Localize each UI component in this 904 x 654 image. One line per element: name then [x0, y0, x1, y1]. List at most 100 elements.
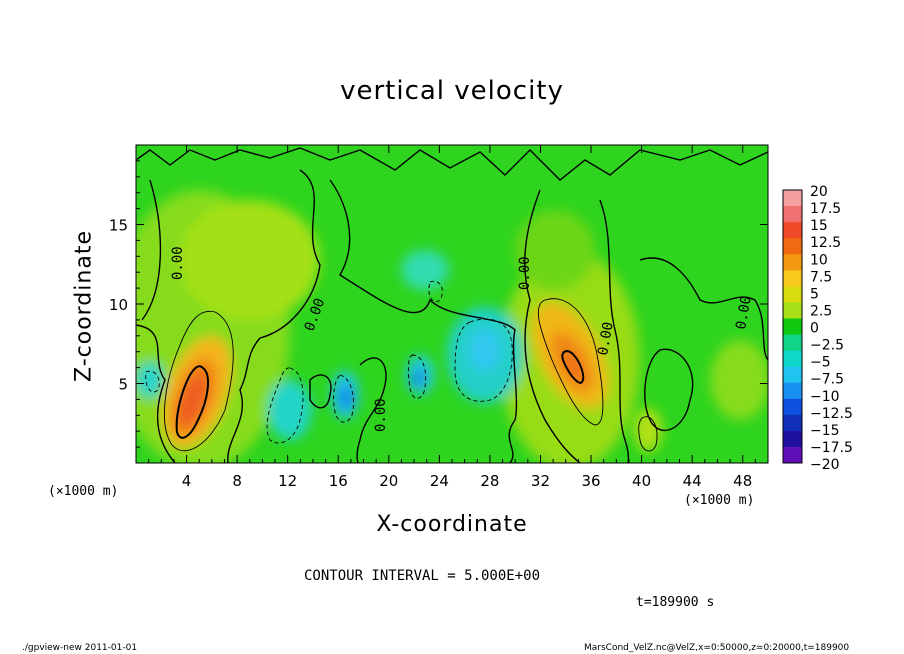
- contour-zero-e: [599, 199, 630, 463]
- contour-neg-e: [428, 280, 443, 302]
- contour-zero-c: [329, 179, 518, 463]
- contour-neg-c: [454, 318, 513, 402]
- colorbar-swatch: [783, 414, 802, 432]
- contour-neg-b: [333, 374, 354, 423]
- x-tick-label: 44: [683, 472, 702, 490]
- colorbar-swatch: [783, 366, 802, 384]
- warm-upper-left: [180, 200, 320, 320]
- colorbar-swatch: [783, 318, 802, 336]
- colorbar-swatch: [783, 350, 802, 368]
- cool-region-a: [268, 380, 312, 440]
- contour-zero-h: [309, 374, 332, 409]
- x-tick-label: 32: [531, 472, 550, 490]
- colorbar-label: 15: [810, 218, 828, 234]
- downdraft-core-a: [339, 386, 353, 410]
- x-tick-label: 20: [379, 472, 398, 490]
- chart-title: vertical velocity: [340, 76, 564, 106]
- colorbar-swatch: [783, 238, 802, 255]
- warm-right-top: [515, 210, 595, 290]
- updraft-left-core: [179, 375, 205, 425]
- contour-five-small: [638, 416, 658, 452]
- colorbar-swatch: [783, 446, 802, 464]
- contour-zero-top: [136, 147, 768, 181]
- contour-five-left: [163, 310, 234, 452]
- contour-zero-f: [639, 257, 768, 361]
- colorbar-label: −7.5: [810, 372, 844, 388]
- colorbar-label: −20: [810, 457, 840, 473]
- x-unit-label: (×1000 m): [684, 493, 755, 508]
- contour-label: 0.00: [517, 256, 533, 290]
- colorbar-swatch: [783, 206, 802, 223]
- colorbar-label: 0: [810, 321, 819, 337]
- color-blobs: [136, 190, 768, 463]
- colorbar-swatch: [783, 302, 802, 319]
- contour-label: 0.00: [595, 321, 617, 357]
- contour-zero-i: [644, 348, 694, 432]
- y-tick-label: 5: [118, 376, 128, 394]
- colorbar-swatch: [783, 270, 802, 287]
- x-tick-label: 4: [182, 472, 192, 490]
- x-axis-label: X-coordinate: [376, 512, 528, 537]
- contour-ten-left: [175, 365, 210, 439]
- updraft-right-core: [563, 350, 583, 380]
- x-tick-label: 36: [581, 472, 600, 490]
- x-tick-label: 16: [329, 472, 348, 490]
- colorbar-label: −17.5: [810, 440, 853, 456]
- colorbar-label: −5: [810, 355, 831, 371]
- x-tick-label: 8: [232, 472, 242, 490]
- colorbar-swatch: [783, 430, 802, 448]
- contour-zero-a: [136, 179, 176, 463]
- x-tick-label: 28: [480, 472, 499, 490]
- contour-neg-f: [145, 370, 160, 393]
- colorbar-swatch: [783, 286, 802, 303]
- colorbar-label: −10: [810, 389, 840, 405]
- x-tick-label: 24: [430, 472, 449, 490]
- colorbar-swatch: [783, 382, 802, 400]
- x-tick-label: 40: [632, 472, 651, 490]
- colorbar-swatch: [783, 190, 802, 207]
- y-axis-label: Z-coordinate: [71, 230, 97, 382]
- warm-right-edge: [710, 340, 768, 420]
- y-unit-label: (×1000 m): [48, 484, 119, 499]
- colorbar-label: 2.5: [810, 303, 832, 319]
- heatmap-field: [136, 145, 768, 463]
- colorbar-label: 7.5: [810, 269, 832, 285]
- colorbar-frame: [782, 189, 803, 464]
- downdraft-core-b: [413, 370, 423, 386]
- colorbar-swatch: [783, 398, 802, 416]
- colorbar-swatch: [783, 334, 802, 352]
- contour-interval-note: CONTOUR INTERVAL = 5.000E+00: [304, 568, 541, 584]
- cool-region-c: [401, 250, 449, 290]
- y-tick-label: 10: [109, 296, 128, 314]
- colorbar-label: 10: [810, 252, 828, 268]
- colorbar-label: −12.5: [810, 406, 853, 422]
- contour-lines: [136, 147, 768, 463]
- x-tick-label: 48: [733, 472, 752, 490]
- cool-region-d: [136, 362, 164, 398]
- contour-ten-right: [561, 350, 585, 384]
- colorbar-label: 12.5: [810, 235, 841, 251]
- footer-left: ./gpview-new 2011-01-01: [22, 643, 138, 653]
- x-tick-label: 12: [278, 472, 297, 490]
- contour-neg-a: [266, 367, 304, 444]
- colorbar-label: −2.5: [810, 338, 844, 354]
- colorbar-label: 17.5: [810, 201, 841, 217]
- colorbar-label: 20: [810, 184, 828, 200]
- contour-neg-d: [407, 354, 427, 399]
- y-tick-label: 15: [109, 217, 128, 235]
- colorbar-label: −15: [810, 423, 840, 439]
- colorbar-label: 5: [810, 286, 819, 302]
- contour-zero-b: [227, 169, 321, 463]
- contour-label: 0.00: [733, 295, 755, 331]
- footer-right: MarsCond_VelZ.nc@VelZ,x=0:50000,z=0:2000…: [584, 643, 850, 653]
- contour-zero-g: [356, 357, 387, 463]
- contour-label: 0.00: [373, 398, 389, 432]
- downdraft-core-c: [469, 328, 501, 372]
- colorbar-swatch: [783, 222, 802, 239]
- colorbar-swatch: [783, 254, 802, 271]
- contour-label: 0.00: [170, 246, 186, 280]
- contour-five-right: [537, 298, 604, 426]
